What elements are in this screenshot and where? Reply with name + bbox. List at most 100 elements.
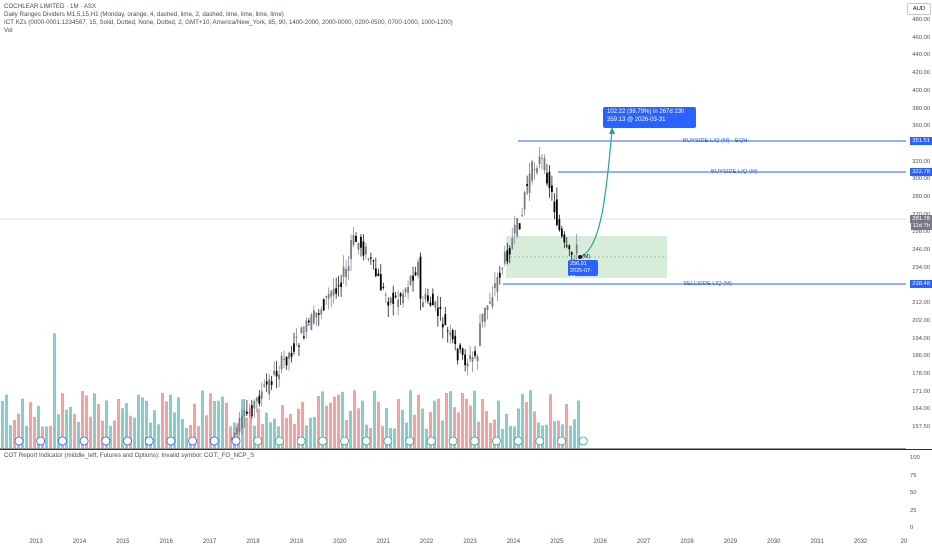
dividend-marker-icon	[253, 436, 263, 446]
candle-body	[382, 286, 385, 288]
candle-body	[253, 400, 256, 409]
candle-body	[295, 336, 298, 338]
dividend-marker-icon	[383, 436, 393, 446]
dividend-marker-icon	[79, 436, 89, 446]
volume-bar	[485, 410, 488, 448]
volume-bar	[241, 399, 244, 448]
volume-bar	[325, 405, 328, 448]
volume-bar	[481, 399, 484, 448]
volume-bar	[493, 419, 496, 448]
candle-body	[255, 397, 258, 402]
candle-body	[399, 293, 402, 297]
volume-bar	[153, 410, 156, 448]
candle-body	[280, 355, 283, 370]
cot-indicator-pane[interactable]	[0, 450, 906, 535]
dividend-marker-icon	[513, 436, 523, 446]
candle-body	[307, 320, 310, 323]
candle-body	[293, 343, 295, 352]
legend-indicator-volume[interactable]: Vol	[4, 27, 13, 34]
candle-body	[538, 156, 541, 165]
candle-body	[543, 158, 546, 171]
pane-divider[interactable]	[0, 449, 932, 450]
candle-body	[258, 395, 261, 404]
candle-body	[275, 371, 278, 377]
candle-body	[546, 173, 548, 184]
candle-body	[312, 310, 315, 324]
legend-indicator-ranges[interactable]: Daily Ranges Dividers M1,5,15,H1 (Monday…	[4, 11, 284, 18]
swing-low-tooltip[interactable]: 256.91 2025-07-01	[568, 260, 598, 281]
dividend-marker-icon	[188, 436, 198, 446]
time-tick: 2013	[29, 539, 43, 545]
volume-bar	[529, 390, 532, 448]
volume-bar	[361, 400, 364, 448]
time-tick: 2018	[246, 539, 260, 545]
volume-bar	[25, 425, 28, 448]
volume-bar	[437, 398, 440, 448]
volume-bar	[253, 425, 256, 448]
candle-body	[516, 218, 519, 237]
candle-body	[548, 171, 551, 188]
candle-body	[340, 282, 343, 287]
price-tick: 202.00	[912, 317, 930, 324]
time-tick: 2031	[810, 539, 824, 545]
candle-body	[481, 313, 484, 323]
projection-curve	[579, 129, 613, 258]
candle-body	[429, 302, 432, 306]
volume-bar	[513, 426, 516, 448]
candle-body	[476, 356, 479, 361]
candle-body	[412, 275, 414, 281]
volume-bar	[317, 395, 320, 448]
volume-bar	[517, 408, 520, 448]
volume-bar	[97, 403, 100, 448]
volume-bar	[273, 418, 276, 448]
oscillator-scale[interactable]: 100 75 50 25 0	[906, 450, 932, 535]
volume-bar	[561, 424, 564, 448]
volume-bar	[117, 398, 120, 448]
time-tick: 2030	[767, 539, 781, 545]
time-tick: 2032	[853, 539, 868, 545]
time-tick: 2022	[419, 539, 434, 545]
price-tick: 234.00	[912, 264, 930, 271]
candle-body	[533, 169, 536, 171]
legend-indicator-killzones[interactable]: ICT KZs (0000-0001:1234567, 15, Solid, D…	[4, 19, 453, 26]
candle-body	[397, 299, 400, 307]
price-tick: 480.00	[912, 17, 930, 23]
price-tick: 157.50	[912, 424, 930, 431]
candle-body	[565, 245, 568, 247]
candle-body	[560, 228, 563, 237]
candle-body	[456, 348, 459, 361]
volume-bar	[497, 400, 500, 448]
volume-bar	[521, 394, 524, 448]
candle-body	[379, 274, 382, 291]
sellside-liq-label: SELLSIDE LIQ (M)	[683, 281, 732, 287]
price-chart[interactable]	[0, 0, 906, 450]
candle-body	[491, 297, 494, 307]
dividend-marker-icon	[101, 436, 111, 446]
volume-bar	[509, 426, 512, 448]
candle-body	[335, 288, 338, 294]
volume-bar	[225, 402, 228, 448]
volume-bar	[385, 407, 388, 448]
candle-body	[431, 293, 434, 306]
bsl-price-label: 322.78	[910, 168, 932, 176]
oscillator-tick: 100	[910, 455, 920, 461]
last-price-label: 281.78	[910, 215, 932, 223]
candle-body	[387, 301, 390, 306]
candle-body	[528, 173, 531, 193]
currency-button[interactable]: AUD	[907, 3, 931, 15]
candle-body	[573, 259, 576, 261]
swing-low-date: 2025-07-01	[570, 268, 593, 281]
time-axis[interactable]: 2013 2014 2015 2016 2017 2018 2019 2020 2021 2022…	[0, 535, 932, 550]
candle-body	[268, 379, 271, 395]
volume-bar	[149, 422, 152, 448]
projection-tooltip[interactable]: 102.22 (39.79%) in 267d 23h 359.13 @ 202…	[603, 107, 696, 128]
price-chart-canvas[interactable]	[0, 0, 906, 450]
candle-body	[377, 273, 380, 276]
volume-bar	[49, 425, 52, 448]
candle-body	[402, 293, 405, 304]
volume-bar	[461, 392, 464, 448]
legend-title[interactable]: COCHLEAR LIMITED · 1M · ASX	[4, 3, 97, 10]
candle-body	[330, 291, 333, 297]
dividend-marker-icon	[58, 436, 67, 446]
volume-bar	[57, 414, 60, 448]
